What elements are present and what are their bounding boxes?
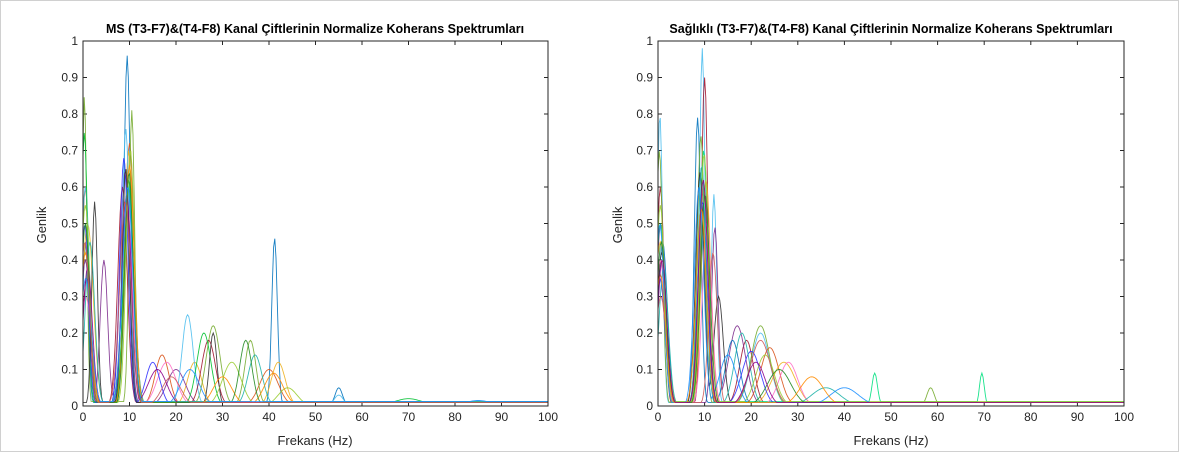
x-tick-label: 10	[698, 410, 712, 424]
series-line	[82, 201, 548, 403]
series-line	[82, 205, 548, 403]
series-line	[82, 150, 548, 403]
series-line	[82, 55, 548, 403]
series-line	[657, 223, 1124, 403]
x-tick-label: 100	[1114, 410, 1134, 424]
series-line	[657, 201, 1124, 403]
x-axis-label: Frekans (Hz)	[853, 433, 928, 448]
series-line	[82, 172, 548, 403]
plot-area-border	[82, 40, 549, 407]
x-tick-label: 60	[931, 410, 945, 424]
y-tick-label: 0.1	[636, 363, 653, 377]
x-tick-label: 70	[402, 410, 416, 424]
y-tick-label: 0.6	[61, 180, 78, 194]
plot-area-border	[657, 40, 1125, 407]
y-tick-label: 0.4	[61, 253, 78, 267]
x-tick-label: 20	[169, 410, 183, 424]
y-tick-label: 0.9	[61, 71, 78, 85]
y-axis-label: Genlik	[34, 206, 49, 243]
chart-title: MS (T3-F7)&(T4-F8) Kanal Çiftlerinin Nor…	[106, 22, 524, 36]
y-axis-label: Genlik	[610, 206, 625, 243]
x-tick-label: 40	[838, 410, 852, 424]
series-line	[657, 187, 1124, 403]
y-tick-label: 0.7	[636, 144, 653, 158]
y-tick-label: 0.2	[636, 326, 653, 340]
y-tick-label: 0.1	[61, 363, 78, 377]
series-line	[82, 158, 548, 404]
x-tick-label: 30	[216, 410, 230, 424]
y-tick-label: 0	[646, 399, 653, 413]
series-line	[657, 252, 1124, 403]
series-line	[82, 97, 548, 403]
x-tick-label: 20	[745, 410, 759, 424]
x-axis-label: Frekans (Hz)	[277, 433, 352, 448]
y-tick-label: 0.5	[61, 217, 78, 231]
y-tick-label: 0.8	[636, 107, 653, 121]
x-tick-label: 60	[355, 410, 369, 424]
series-line	[82, 143, 548, 403]
y-tick-label: 1	[646, 34, 653, 48]
x-tick-label: 70	[978, 410, 992, 424]
x-tick-label: 90	[495, 410, 509, 424]
x-tick-label: 0	[655, 410, 662, 424]
x-tick-label: 40	[262, 410, 276, 424]
series-line	[657, 223, 1124, 403]
series-line	[83, 169, 548, 403]
series-line	[657, 187, 1124, 403]
series-line	[657, 194, 1124, 403]
x-tick-label: 100	[538, 410, 558, 424]
series-line	[657, 179, 1124, 403]
healthy-coherence-chart: Sağlıklı (T3-F7)&(T4-F8) Kanal Çiftlerin…	[610, 22, 1134, 448]
x-tick-label: 10	[123, 410, 137, 424]
ms-coherence-chart: MS (T3-F7)&(T4-F8) Kanal Çiftlerinin Nor…	[34, 22, 558, 448]
y-tick-label: 0.4	[636, 253, 653, 267]
series-line	[82, 186, 548, 403]
series-line	[82, 165, 548, 403]
x-tick-label: 80	[1024, 410, 1038, 424]
x-tick-label: 0	[80, 410, 87, 424]
x-tick-label: 50	[309, 410, 323, 424]
y-tick-label: 0.7	[61, 144, 78, 158]
x-tick-label: 80	[448, 410, 462, 424]
series-line	[657, 172, 1124, 403]
series-line	[82, 172, 548, 403]
y-tick-label: 0.6	[636, 180, 653, 194]
series-line	[82, 194, 548, 403]
y-tick-label: 1	[71, 34, 78, 48]
series-line	[82, 129, 548, 403]
x-tick-label: 90	[1071, 410, 1085, 424]
chart-title: Sağlıklı (T3-F7)&(T4-F8) Kanal Çiftlerin…	[669, 22, 1112, 36]
series-line	[82, 150, 548, 403]
axis-ticks: 0 10 20 30 40 50 60 70 80 90 100 0 0.1 0.2 0.3 0.4 0.5 0.…	[636, 34, 1134, 424]
series-line	[657, 117, 1124, 403]
series-line	[657, 165, 1124, 403]
y-tick-label: 0.8	[61, 107, 78, 121]
series-line	[82, 186, 548, 403]
y-tick-label: 0.5	[636, 217, 653, 231]
y-tick-label: 0.2	[61, 326, 78, 340]
y-tick-label: 0	[71, 399, 78, 413]
x-tick-label: 50	[884, 410, 898, 424]
series-lines	[82, 55, 548, 404]
y-tick-label: 0.9	[636, 71, 653, 85]
y-tick-label: 0.3	[61, 290, 78, 304]
x-tick-label: 30	[791, 410, 805, 424]
axis-ticks: 0 10 20 30 40 50 60 70 80 90 100 0 0.1 0.2 0.3 0.4 0.5 0.…	[61, 34, 558, 424]
series-line	[657, 207, 1124, 403]
series-line	[657, 48, 1124, 403]
series-line	[657, 179, 1124, 403]
series-line	[82, 185, 548, 403]
series-lines	[657, 48, 1124, 403]
y-tick-label: 0.3	[636, 290, 653, 304]
